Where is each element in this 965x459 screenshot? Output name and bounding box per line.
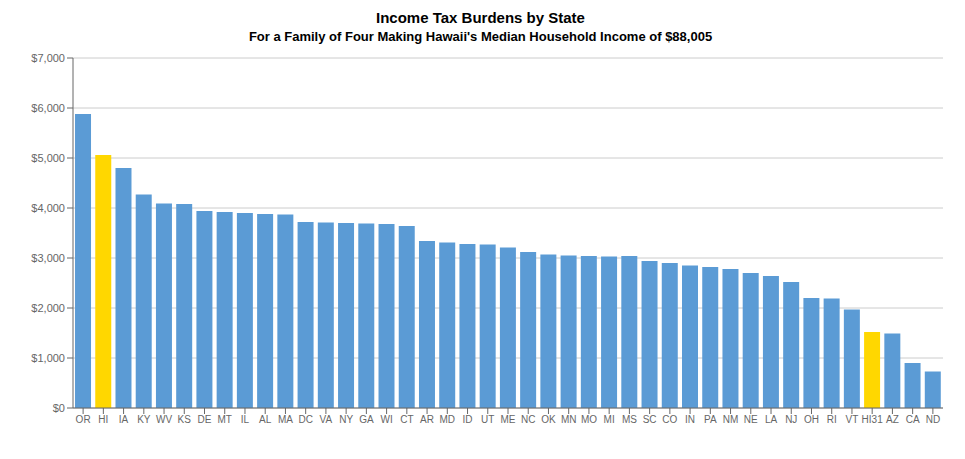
svg-text:MD: MD xyxy=(440,414,456,425)
svg-text:OK: OK xyxy=(541,414,556,425)
svg-text:AZ: AZ xyxy=(886,414,899,425)
svg-text:$0: $0 xyxy=(53,402,65,414)
svg-text:VT: VT xyxy=(846,414,859,425)
svg-text:NJ: NJ xyxy=(785,414,797,425)
svg-text:ID: ID xyxy=(463,414,473,425)
svg-text:CO: CO xyxy=(662,414,677,425)
svg-text:VA: VA xyxy=(320,414,333,425)
svg-text:MT: MT xyxy=(218,414,232,425)
svg-text:GA: GA xyxy=(359,414,374,425)
svg-text:CT: CT xyxy=(400,414,413,425)
svg-text:UT: UT xyxy=(481,414,494,425)
svg-text:NC: NC xyxy=(521,414,535,425)
svg-text:MI: MI xyxy=(604,414,615,425)
svg-text:MA: MA xyxy=(278,414,293,425)
svg-text:NM: NM xyxy=(723,414,739,425)
svg-text:KY: KY xyxy=(137,414,151,425)
svg-text:$4,000: $4,000 xyxy=(31,202,65,214)
svg-text:CA: CA xyxy=(906,414,920,425)
svg-text:MS: MS xyxy=(622,414,637,425)
svg-text:MN: MN xyxy=(561,414,577,425)
svg-text:NY: NY xyxy=(339,414,353,425)
svg-text:IN: IN xyxy=(685,414,695,425)
svg-text:ME: ME xyxy=(501,414,516,425)
svg-text:$2,000: $2,000 xyxy=(31,302,65,314)
svg-text:OH: OH xyxy=(804,414,819,425)
svg-text:IA: IA xyxy=(119,414,129,425)
svg-text:$6,000: $6,000 xyxy=(31,102,65,114)
svg-text:AL: AL xyxy=(259,414,272,425)
svg-text:ND: ND xyxy=(926,414,940,425)
svg-text:HI31: HI31 xyxy=(862,414,884,425)
svg-text:$1,000: $1,000 xyxy=(31,352,65,364)
html-text:For a Family of Four Making Ha: For a Family of Four Making Hawaii's Med… xyxy=(248,29,713,44)
svg-text:SC: SC xyxy=(643,414,657,425)
svg-text:DC: DC xyxy=(298,414,312,425)
svg-text:WV: WV xyxy=(156,414,172,425)
svg-text:$7,000: $7,000 xyxy=(31,52,65,64)
svg-text:$3,000: $3,000 xyxy=(31,252,65,264)
svg-text:PA: PA xyxy=(704,414,717,425)
svg-text:NE: NE xyxy=(744,414,758,425)
svg-text:MO: MO xyxy=(581,414,597,425)
svg-text:RI: RI xyxy=(827,414,837,425)
svg-text:LA: LA xyxy=(765,414,778,425)
svg-text:HI: HI xyxy=(98,414,108,425)
svg-text:AR: AR xyxy=(420,414,434,425)
svg-text:IL: IL xyxy=(241,414,250,425)
html-text:Income Tax Burdens by State: Income Tax Burdens by State xyxy=(376,9,585,26)
svg-text:WI: WI xyxy=(380,414,392,425)
svg-text:DE: DE xyxy=(198,414,212,425)
svg-text:KS: KS xyxy=(178,414,192,425)
svg-text:OR: OR xyxy=(76,414,91,425)
svg-text:$5,000: $5,000 xyxy=(31,152,65,164)
